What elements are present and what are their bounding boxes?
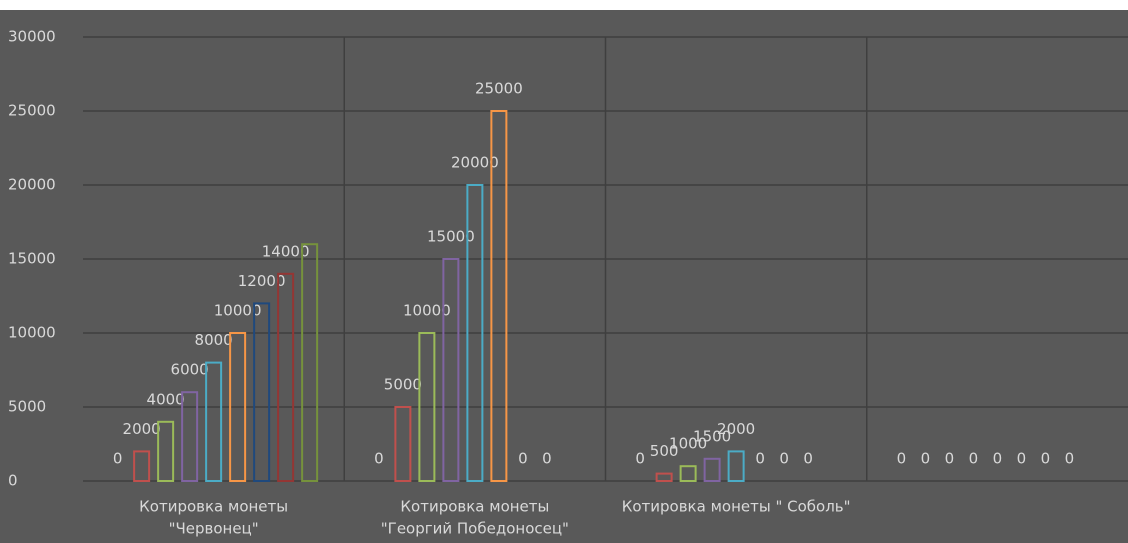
data-label: 1500 xyxy=(693,427,731,445)
y-tick-label: 25000 xyxy=(8,102,56,120)
x-tick-label: "Георгий Победоносец" xyxy=(381,520,569,538)
data-label: 500 xyxy=(650,442,679,460)
data-label: 6000 xyxy=(171,361,209,379)
bar xyxy=(727,450,745,482)
data-label: 25000 xyxy=(475,80,523,98)
data-label: 0 xyxy=(542,450,552,468)
data-label: 14000 xyxy=(262,242,310,260)
data-label: 15000 xyxy=(427,228,475,246)
x-tick-label: Котировка монеты xyxy=(400,498,549,516)
bar xyxy=(181,391,199,483)
bar xyxy=(394,406,412,482)
data-label: 0 xyxy=(993,450,1003,468)
bar xyxy=(229,332,247,482)
data-label: 1000 xyxy=(669,435,707,453)
data-label: 0 xyxy=(518,450,528,468)
data-label: 0 xyxy=(969,450,979,468)
data-label: 4000 xyxy=(147,390,185,408)
bar xyxy=(418,332,436,482)
y-tick-label: 15000 xyxy=(8,250,56,268)
data-label: 0 xyxy=(779,450,789,468)
bar xyxy=(133,450,151,482)
bar xyxy=(655,472,673,483)
x-tick-label: "Червонец" xyxy=(169,520,259,538)
data-label: 0 xyxy=(755,450,765,468)
data-label: 20000 xyxy=(451,154,499,172)
bar xyxy=(301,243,319,482)
data-label: 8000 xyxy=(195,331,233,349)
data-label: 10000 xyxy=(403,302,451,320)
y-tick-label: 20000 xyxy=(8,176,56,194)
data-label: 0 xyxy=(803,450,813,468)
data-label: 0 xyxy=(921,450,931,468)
bar xyxy=(253,302,271,482)
y-tick-label: 0 xyxy=(8,472,18,490)
data-label: 12000 xyxy=(238,272,286,290)
bar xyxy=(442,258,460,482)
data-label: 2000 xyxy=(717,420,755,438)
bar xyxy=(490,110,508,482)
data-label: 0 xyxy=(1065,450,1075,468)
x-tick-label: Котировка монеты xyxy=(139,498,288,516)
y-tick-label: 30000 xyxy=(8,28,56,46)
data-label: 0 xyxy=(374,450,384,468)
bar xyxy=(157,420,175,482)
data-label: 0 xyxy=(1017,450,1027,468)
chart-background xyxy=(0,10,1128,543)
x-tick-label: Котировка монеты " Соболь" xyxy=(622,498,851,516)
data-label: 0 xyxy=(945,450,955,468)
data-label: 0 xyxy=(113,450,123,468)
data-label: 0 xyxy=(1041,450,1051,468)
data-label: 0 xyxy=(897,450,907,468)
bar xyxy=(466,184,484,482)
data-label: 2000 xyxy=(123,420,161,438)
y-tick-label: 5000 xyxy=(8,398,46,416)
bar xyxy=(205,361,223,483)
bar xyxy=(679,465,697,483)
bar xyxy=(703,457,721,482)
data-label: 5000 xyxy=(384,376,422,394)
y-tick-label: 10000 xyxy=(8,324,56,342)
data-label: 10000 xyxy=(214,302,262,320)
bar xyxy=(277,272,295,482)
data-label: 0 xyxy=(635,450,645,468)
